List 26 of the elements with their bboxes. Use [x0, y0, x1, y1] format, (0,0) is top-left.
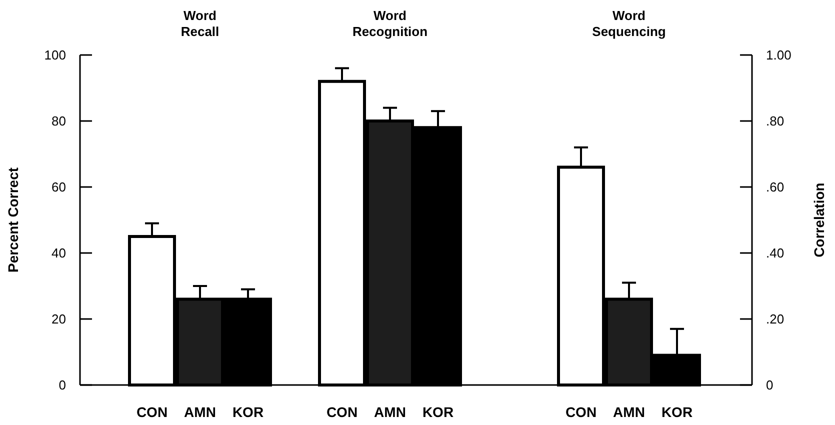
y-tick-label: 0	[58, 378, 66, 393]
y-axis-title: Percent Correct	[5, 167, 21, 273]
y2-tick-label: .40	[766, 246, 784, 261]
x-tick-label: CON	[136, 404, 168, 420]
x-tick-label: CON	[326, 404, 358, 420]
y2-axis-title: Correlation	[811, 182, 827, 258]
x-tick-label: AMN	[184, 404, 216, 420]
x-tick-label: AMN	[374, 404, 406, 420]
x-tick-label: KOR	[232, 404, 264, 420]
text: Word Sequencing	[592, 8, 666, 39]
y-tick-label: 40	[52, 246, 66, 261]
y2-tick-label: .60	[766, 180, 784, 195]
text: Word Recognition	[352, 8, 428, 39]
y-tick-label: 20	[52, 312, 66, 327]
x-tick-label: CON	[565, 404, 597, 420]
x-tick-label: KOR	[661, 404, 693, 420]
y-tick-label: 80	[52, 114, 66, 129]
x-tick-label: KOR	[422, 404, 454, 420]
text: Word Recall	[180, 8, 220, 39]
x-tick-label: AMN	[613, 404, 645, 420]
y-tick-label: 60	[52, 180, 66, 195]
y-tick-label: 100	[44, 48, 66, 63]
y2-tick-label: 0	[766, 378, 774, 393]
y2-tick-label: .80	[766, 114, 784, 129]
y2-tick-label: 1.00	[766, 48, 792, 63]
y2-tick-label: .20	[766, 312, 784, 327]
